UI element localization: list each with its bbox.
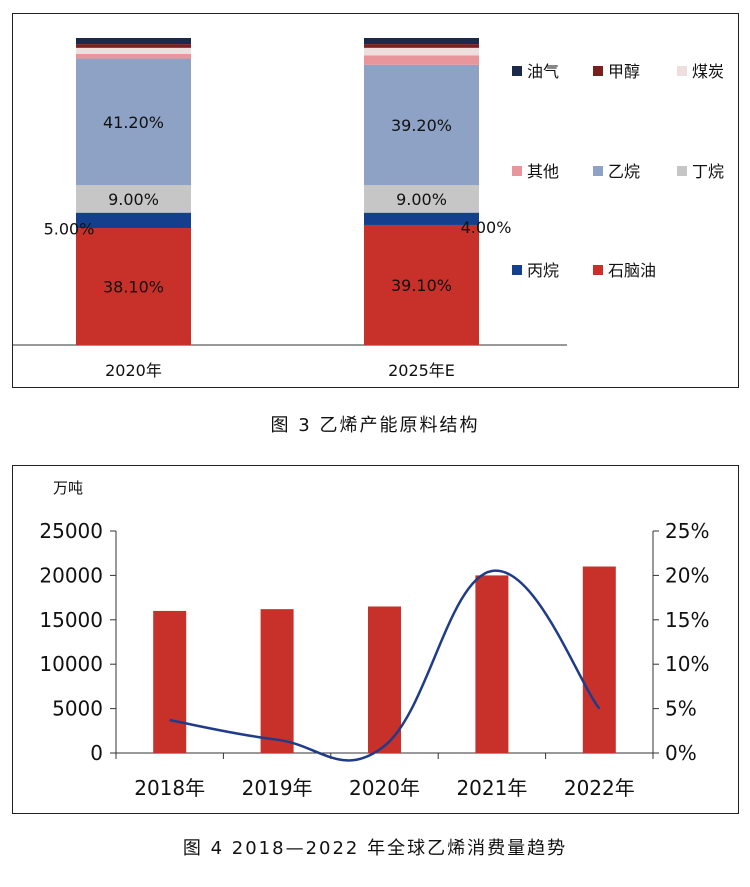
line-point-3 [384, 745, 385, 747]
legend-swatch-5 [593, 166, 603, 176]
y-right-tick-label-5: 25% [665, 519, 709, 543]
data-label-2-4: 39.20% [391, 116, 452, 135]
bar-segment-2-2 [364, 212, 479, 225]
legend-label-4: 其他 [527, 162, 559, 181]
bar-segment-1-7 [76, 44, 191, 48]
legend-swatch-4 [512, 166, 522, 176]
bar-segment-2-1 [364, 224, 479, 345]
legend-label-8: 石脑油 [608, 261, 656, 280]
y-right-tick-label-0: 0% [665, 741, 697, 765]
y-left-tick-label-1: 5000 [52, 697, 103, 721]
bar-4 [475, 575, 509, 753]
data-label-1-2: 5.00% [44, 219, 95, 238]
data-label-2-3: 9.00% [396, 190, 447, 209]
bar-segment-2-8 [364, 38, 479, 45]
y-right-tick-label-1: 5% [665, 697, 697, 721]
legend-label-5: 乙烷 [608, 162, 640, 181]
legend-label-6: 丁烷 [692, 162, 724, 181]
bar-segment-1-4 [76, 58, 191, 186]
y-right-tick-label-2: 10% [665, 652, 709, 676]
bar-5 [582, 566, 616, 753]
chart1-caption: 图 3 乙烯产能原料结构 [270, 415, 480, 436]
bar-3 [368, 606, 401, 753]
bar-segment-1-5 [76, 53, 191, 59]
legend-label-7: 丙烷 [527, 261, 559, 280]
x-tick-label-1: 2020年 [105, 361, 162, 380]
legend-swatch-7 [512, 265, 522, 275]
line-point-1 [169, 719, 171, 721]
bar-segment-1-2 [76, 212, 191, 229]
bar-segment-2-7 [364, 44, 479, 48]
x-tick-label-5: 2022年 [564, 776, 635, 800]
legend-label-1: 油气 [527, 62, 559, 81]
bar-segment-1-6 [76, 47, 191, 54]
y-left-tick-label-3: 15000 [39, 608, 103, 632]
data-label-1-4: 41.20% [103, 113, 164, 132]
line-point-5 [598, 708, 600, 710]
x-tick-label-1: 2018年 [134, 776, 205, 800]
bar-2 [260, 609, 294, 753]
y-left-tick-label-5: 25000 [39, 519, 103, 543]
data-label-1-3: 9.00% [108, 190, 159, 209]
bar-segment-2-6 [364, 47, 479, 56]
y-left-tick-label-0: 0 [90, 741, 103, 765]
chart2-caption: 图 4 2018—2022 年全球乙烯消费量趋势 [182, 838, 568, 859]
legend-label-2: 甲醇 [608, 62, 640, 81]
bar-segment-1-8 [76, 38, 191, 45]
y-left-tick-label-4: 20000 [39, 563, 103, 587]
data-label-2-2: 4.00% [461, 218, 512, 237]
line-point-4 [491, 570, 493, 572]
growth-rate-line [169, 569, 601, 762]
legend-swatch-1 [512, 66, 522, 76]
x-tick-label-3: 2020年 [349, 776, 420, 800]
bar-1 [153, 610, 187, 753]
legend-swatch-8 [593, 265, 603, 275]
x-tick-label-2: 2025年E [388, 361, 455, 380]
chart1-frame: 38.10% 5.00% 9.00% 41.20% 2020年 39.10% 4.00% 9.… [12, 13, 739, 388]
legend-label-3: 煤炭 [692, 62, 724, 81]
legend-swatch-2 [593, 66, 603, 76]
y-right-tick-label-3: 15% [665, 608, 709, 632]
data-label-1-1: 38.10% [103, 278, 164, 297]
chart2-svg: 万吨 0 5000 10000 15000 20000 25000 0% 5% 10% 15% 20%… [39, 479, 709, 800]
bar-segment-2-5 [364, 55, 479, 65]
legend-swatch-3 [677, 66, 687, 76]
y-right-tick-label-4: 20% [665, 563, 709, 587]
bar-segment-1-3 [76, 185, 191, 213]
y-unit-label: 万吨 [53, 479, 83, 497]
y-left-tick-label-2: 10000 [39, 652, 103, 676]
x-tick-label-2: 2019年 [242, 776, 313, 800]
x-tick-label-4: 2021年 [456, 776, 527, 800]
line-point-2 [276, 739, 278, 741]
bar-segment-1-1 [76, 228, 191, 345]
data-label-2-1: 39.10% [391, 276, 452, 295]
bar-segment-2-3 [364, 185, 479, 213]
bar-segment-2-4 [364, 64, 479, 186]
chart2-frame: 万吨 0 5000 10000 15000 20000 25000 0% 5% 10% 15% 20%… [12, 465, 739, 814]
chart1-svg: 38.10% 5.00% 9.00% 41.20% 2020年 39.10% 4.00% 9.… [13, 38, 724, 380]
legend-swatch-6 [677, 166, 687, 176]
